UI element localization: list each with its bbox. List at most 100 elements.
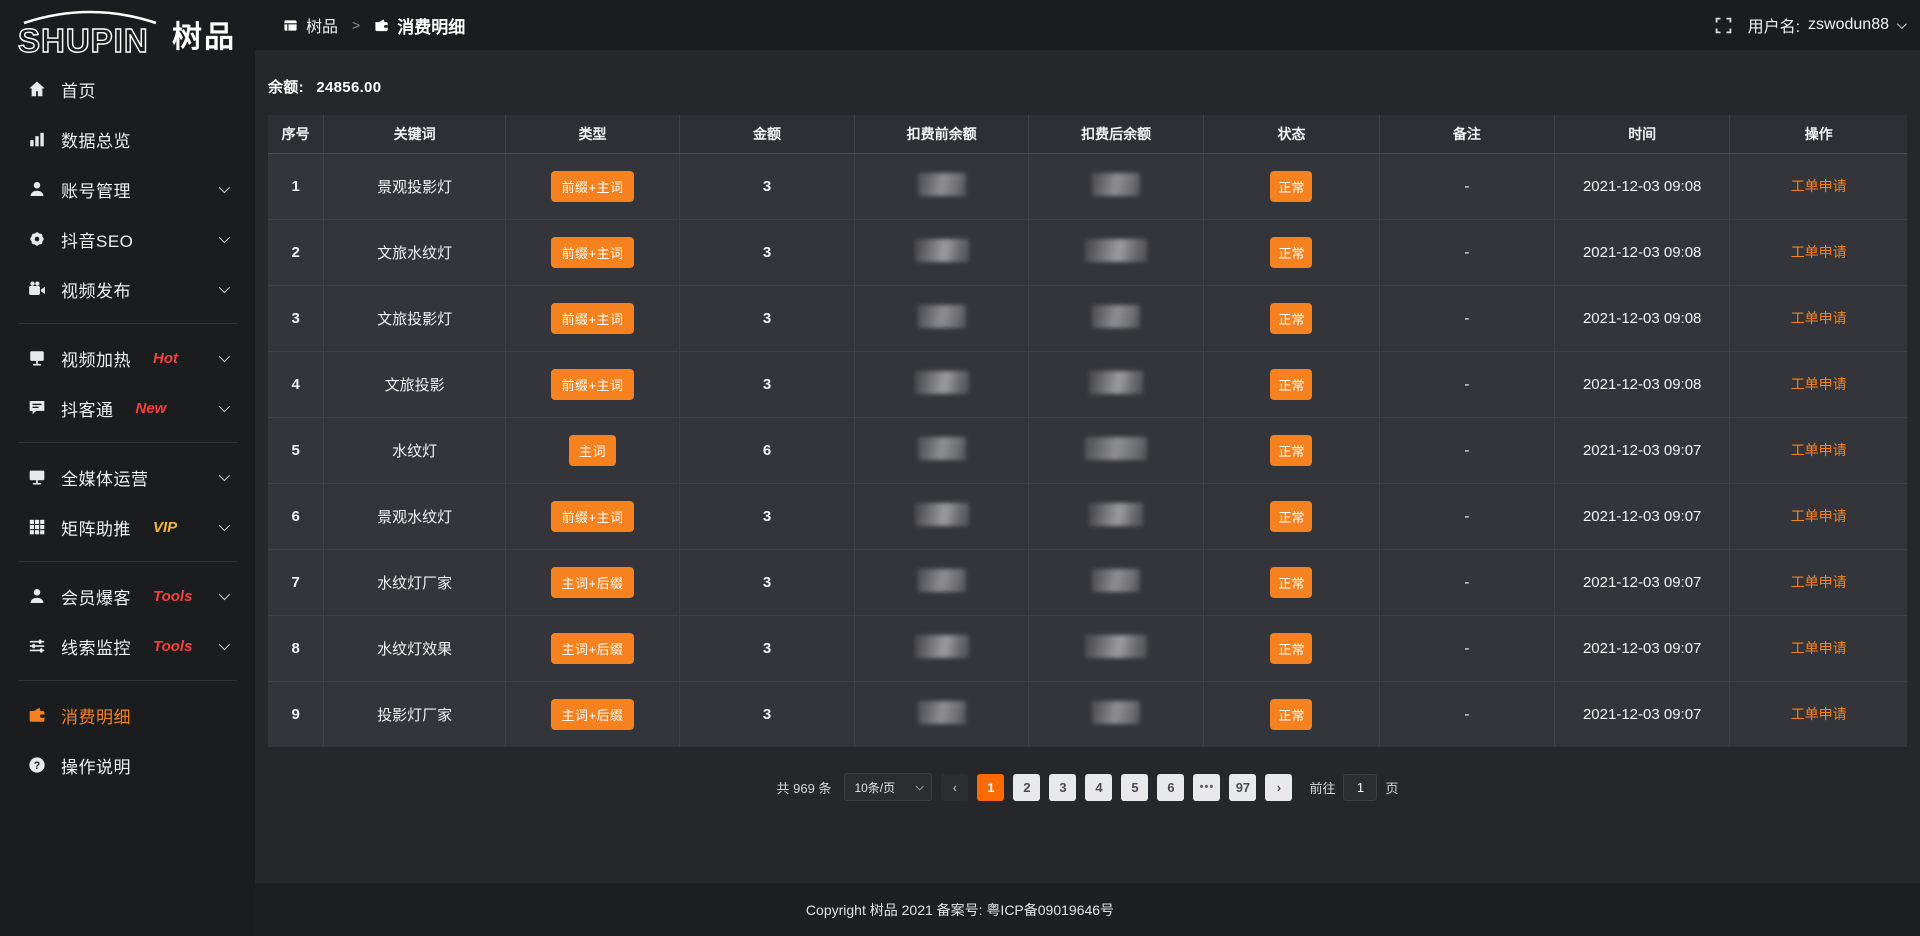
sidebar-item[interactable]: 会员爆客 Tools: [0, 571, 255, 621]
cell-action: 工单申请: [1729, 285, 1907, 352]
work-order-link[interactable]: 工单申请: [1790, 640, 1847, 656]
cell-remark: -: [1379, 153, 1556, 220]
chevron-down-icon: [915, 782, 925, 791]
sidebar-item-badge: Tools: [153, 587, 193, 605]
table-row: 9 投影灯厂家 主词+后缀 3 正常 - 2: [268, 681, 1907, 747]
masked-value: [1089, 370, 1144, 394]
sidebar-item[interactable]: 抖客通 New: [0, 383, 255, 433]
cell-time: 2021-12-03 09:08: [1554, 285, 1731, 352]
prev-page-button[interactable]: ‹: [941, 773, 969, 801]
cell-status: 正常: [1203, 219, 1380, 286]
page-size-select[interactable]: 10条/页: [844, 773, 933, 801]
masked-value: [1092, 172, 1141, 196]
cell-amount: 3: [679, 219, 856, 286]
top-bar: 树品 > 消费明细 用户名: zswodun88: [255, 0, 1920, 50]
work-order-link[interactable]: 工单申请: [1790, 706, 1847, 723]
status-badge: 正常: [1270, 434, 1313, 466]
sidebar-item-label: 操作说明: [61, 757, 131, 777]
page-button[interactable]: 2: [1013, 773, 1041, 801]
sidebar-item[interactable]: 数据总览: [0, 114, 255, 164]
sidebar-item[interactable]: 首页: [0, 64, 255, 114]
grid-icon: [28, 518, 46, 536]
sidebar-item[interactable]: ? 操作说明: [0, 740, 255, 790]
pagination-total: 共 969 条: [776, 780, 832, 796]
work-order-link[interactable]: 工单申请: [1790, 376, 1847, 392]
status-badge: 正常: [1270, 170, 1313, 202]
sidebar-item[interactable]: 视频发布: [0, 264, 255, 314]
sidebar-item[interactable]: 账号管理: [0, 164, 255, 214]
sidebar-item[interactable]: 线索监控 Tools: [0, 621, 255, 671]
logo: SHUPIN 树品: [0, 0, 255, 58]
breadcrumb-separator: >: [352, 17, 361, 33]
sidebar-nav: 首页 数据总览 账号管理: [0, 64, 255, 790]
sidebar-item-label: 数据总览: [61, 131, 131, 151]
page-button[interactable]: 4: [1085, 773, 1113, 801]
page-button[interactable]: 97: [1229, 773, 1257, 801]
cell-amount: 3: [679, 153, 856, 220]
cell-remark: -: [1379, 351, 1556, 418]
svg-text:?: ?: [34, 760, 41, 772]
table-header-cell: 操作: [1729, 115, 1907, 154]
breadcrumb-root[interactable]: 树品: [306, 19, 339, 36]
cell-keyword: 文旅水纹灯: [323, 219, 507, 286]
sidebar-item[interactable]: 矩阵助推 VIP: [0, 502, 255, 552]
cell-remark: -: [1379, 549, 1556, 616]
cell-keyword: 水纹灯效果: [323, 615, 507, 682]
cell-amount: 3: [679, 615, 856, 682]
page-button[interactable]: 5: [1121, 773, 1149, 801]
cell-time: 2021-12-03 09:08: [1554, 351, 1731, 418]
work-order-link[interactable]: 工单申请: [1790, 508, 1847, 524]
cell-status: 正常: [1203, 153, 1380, 220]
masked-value: [1092, 568, 1141, 592]
table-row: 5 水纹灯 主词 6 正常 - 2021-1: [268, 417, 1907, 484]
type-badge: 前缀+主词: [551, 368, 634, 400]
camera-icon: [28, 280, 46, 298]
cell-status: 正常: [1203, 681, 1380, 747]
cell-index: 3: [268, 285, 325, 352]
sidebar-item[interactable]: 消费明细: [0, 690, 255, 740]
cell-action: 工单申请: [1729, 615, 1907, 682]
cell-index: 2: [268, 219, 325, 286]
cell-balance-before: [854, 615, 1029, 682]
page-button[interactable]: 3: [1049, 773, 1077, 801]
table-header-cell: 扣费后余额: [1028, 115, 1205, 154]
table-header-cell: 序号: [268, 115, 325, 154]
user-dropdown[interactable]: 用户名: zswodun88: [1748, 13, 1907, 37]
sidebar-item[interactable]: 视频加热 Hot: [0, 333, 255, 383]
status-badge: 正常: [1270, 500, 1313, 532]
screen-icon: [28, 349, 46, 367]
status-badge: 正常: [1270, 368, 1313, 400]
sidebar-item[interactable]: 抖音SEO: [0, 214, 255, 264]
cell-remark: -: [1379, 285, 1556, 352]
wallet-icon: [28, 706, 46, 724]
page-button[interactable]: 6: [1157, 773, 1185, 801]
work-order-link[interactable]: 工单申请: [1790, 442, 1847, 458]
chevron-down-icon: [218, 281, 231, 294]
next-page-button[interactable]: ›: [1265, 773, 1293, 801]
cell-index: 1: [268, 153, 325, 220]
cell-time: 2021-12-03 09:08: [1554, 153, 1731, 220]
footer: Copyright 树品 2021 备案号: 粤ICP备09019646号: [0, 882, 1920, 936]
cell-keyword: 景观投影灯: [323, 153, 507, 220]
cell-index: 8: [268, 615, 325, 682]
goto-page-input[interactable]: [1343, 773, 1378, 801]
work-order-link[interactable]: 工单申请: [1790, 244, 1847, 260]
sidebar-item[interactable]: 全媒体运营: [0, 452, 255, 502]
work-order-link[interactable]: 工单申请: [1790, 178, 1847, 194]
fullscreen-icon[interactable]: [1715, 17, 1732, 34]
cell-balance-before: [854, 417, 1029, 484]
page-button[interactable]: •••: [1193, 773, 1221, 801]
cell-type: 主词: [505, 417, 680, 484]
page-button[interactable]: 1: [977, 773, 1005, 801]
cell-action: 工单申请: [1729, 219, 1907, 286]
work-order-link[interactable]: 工单申请: [1790, 574, 1847, 590]
cell-remark: -: [1379, 417, 1556, 484]
type-badge: 前缀+主词: [551, 236, 634, 268]
cell-amount: 3: [679, 681, 856, 747]
sidebar-divider: [18, 680, 237, 681]
cell-type: 前缀+主词: [505, 219, 680, 286]
work-order-link[interactable]: 工单申请: [1790, 310, 1847, 326]
monitor-icon: [28, 468, 46, 486]
sidebar-item-label: 视频加热: [61, 350, 131, 370]
masked-value: [1085, 238, 1148, 262]
